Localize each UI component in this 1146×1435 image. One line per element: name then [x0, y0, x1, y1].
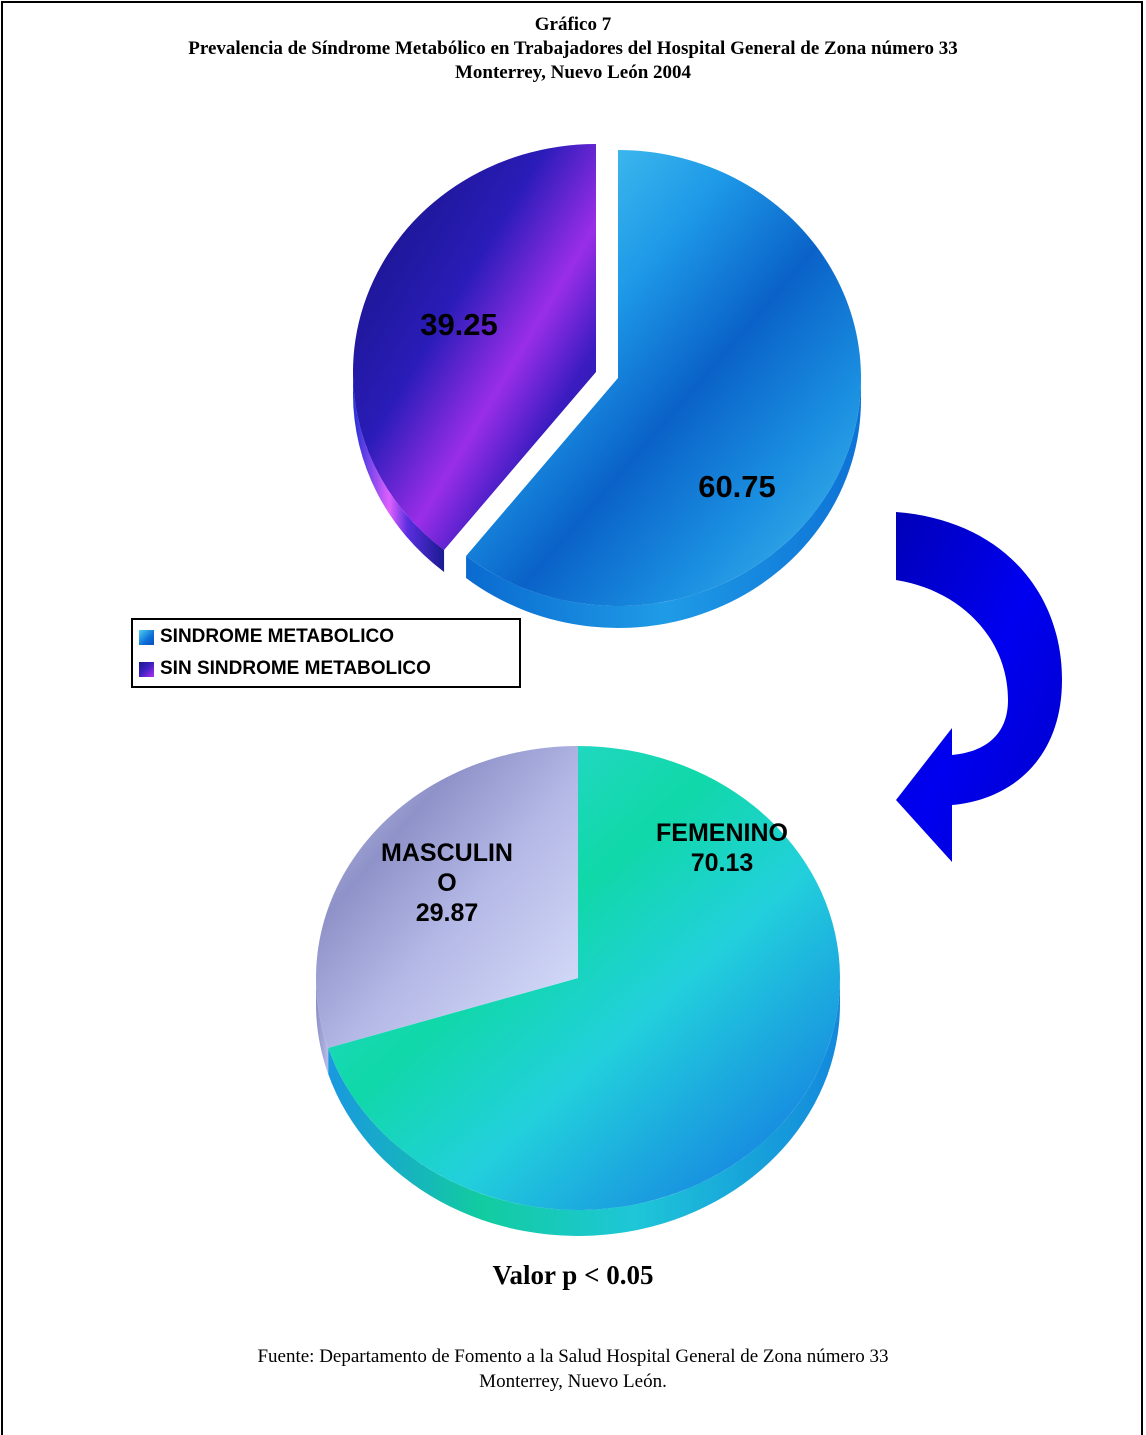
legend: SINDROME METABOLICO SIN SINDROME METABOL…	[131, 618, 521, 688]
source-note-location: Monterrey, Nuevo León.	[479, 1371, 667, 1392]
data-label-masculino: 29.87	[416, 899, 479, 927]
data-label-sindrome-metabolico: 60.75	[698, 469, 776, 504]
pie-slice-femenino	[328, 746, 840, 1210]
pie-slice-masculino	[316, 746, 578, 1048]
legend-swatch	[139, 629, 154, 645]
chart-title: Prevalencia de Síndrome Metabólico en Tr…	[188, 38, 958, 59]
source-note: Fuente: Departamento de Fomento a la Sal…	[257, 1346, 889, 1367]
pie-chart-metabolic-syndrome: 60.75 39.25	[352, 144, 861, 628]
legend-item-sindrome-metabolico: SINDROME METABOLICO	[139, 624, 394, 650]
chart-subtitle: Monterrey, Nuevo León 2004	[454, 62, 692, 83]
pie-slice-side	[353, 372, 445, 572]
legend-label: SIN SINDROME METABOLICO	[160, 658, 431, 679]
pie-slice-side	[316, 978, 329, 1074]
legend-swatch	[139, 661, 154, 677]
p-value-text: Valor p < 0.05	[492, 1260, 654, 1290]
pie-slice-sindrome-metabolico	[466, 150, 861, 607]
data-label-sin-sindrome-metabolico: 39.25	[420, 307, 498, 342]
chart-title-number: Gráfico 7	[534, 14, 612, 35]
data-label-masculino: O	[437, 869, 456, 897]
legend-item-sin-sindrome-metabolico: SIN SINDROME METABOLICO	[139, 656, 431, 682]
pie-slice-side	[466, 378, 861, 628]
pie-slice-sin-sindrome-metabolico	[352, 144, 596, 550]
data-label-femenino: 70.13	[691, 849, 754, 877]
data-label-masculino: MASCULIN	[381, 839, 513, 867]
legend-label: SINDROME METABOLICO	[160, 626, 394, 647]
curved-arrow-icon	[896, 512, 1062, 862]
data-label-femenino: FEMENINO	[656, 819, 788, 847]
